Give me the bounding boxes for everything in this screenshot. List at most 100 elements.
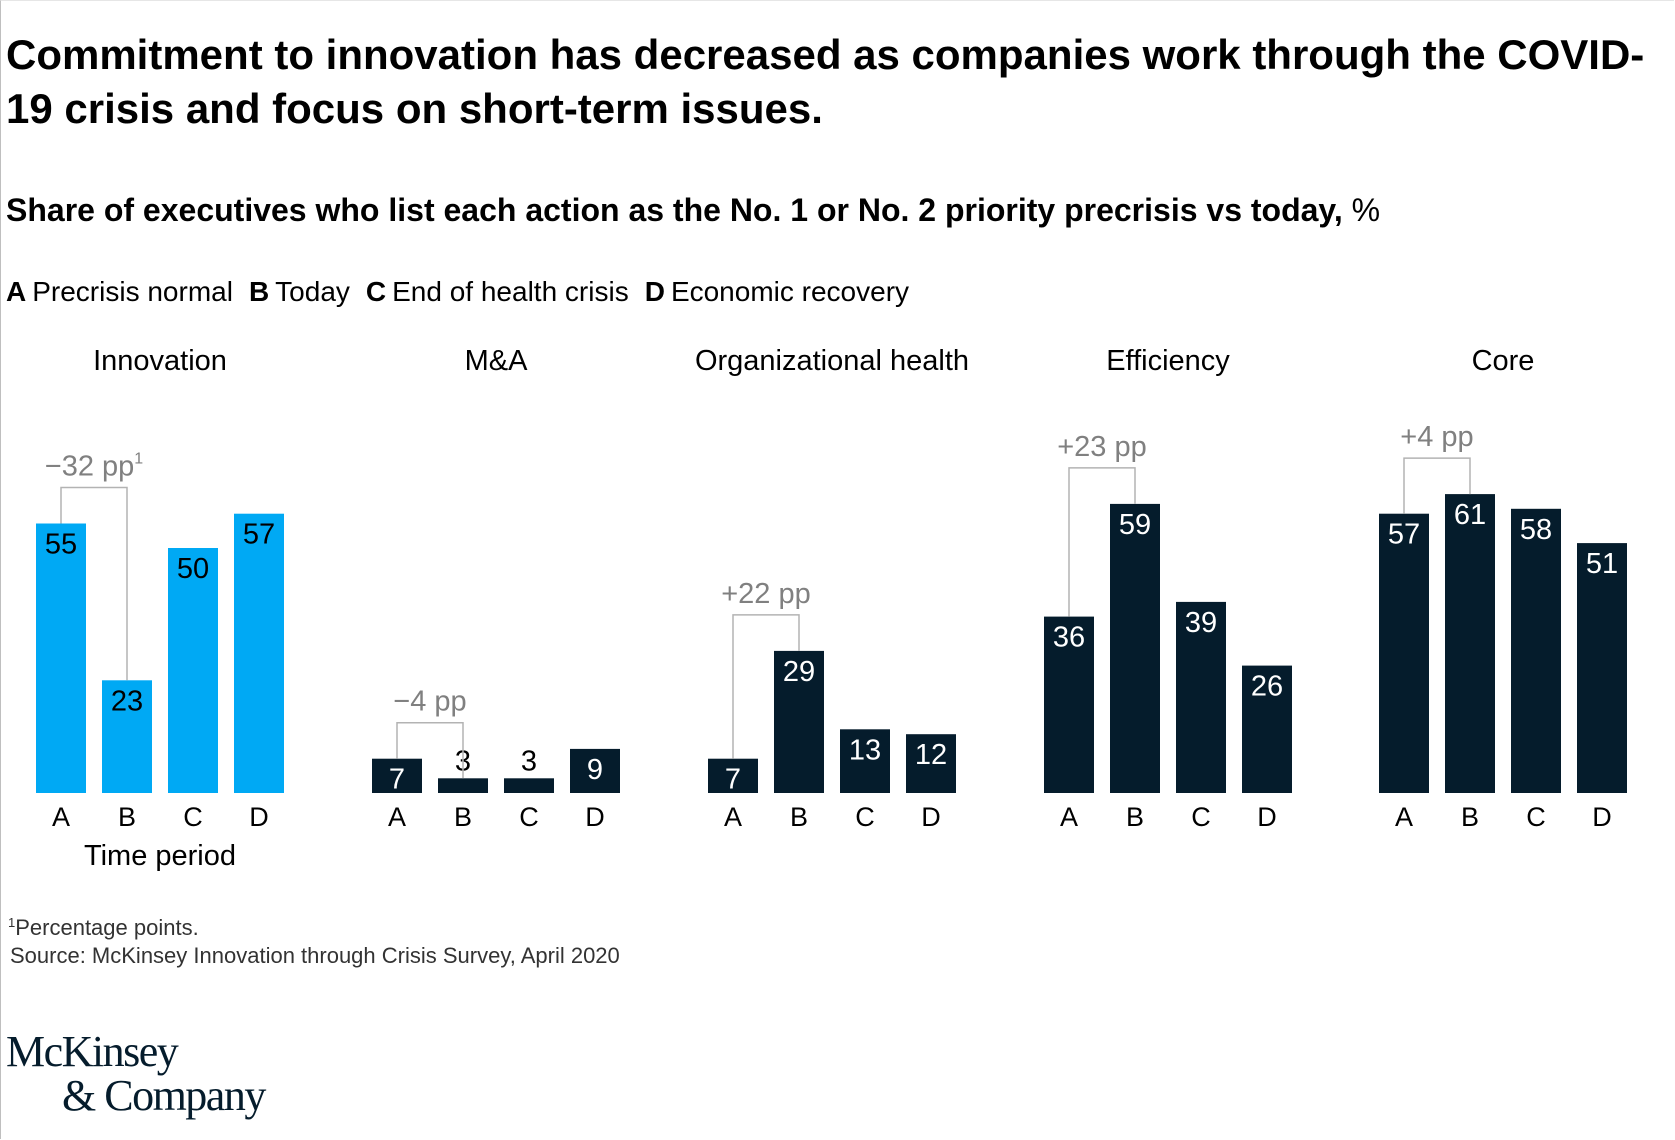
category-label: B	[454, 802, 472, 832]
group-title-innovation: Innovation	[93, 345, 227, 377]
group-title-organizational-health: Organizational health	[695, 345, 969, 377]
value-label: 3	[521, 745, 537, 777]
subtitle-text: Share of executives who list each action…	[6, 192, 1343, 228]
value-label: 36	[1053, 622, 1085, 654]
category-label: B	[118, 802, 136, 832]
legend-label: Precrisis normal	[32, 276, 233, 307]
value-label: 26	[1251, 671, 1283, 703]
value-label: 59	[1119, 509, 1151, 541]
category-label: A	[1060, 802, 1078, 832]
group-title-core: Core	[1472, 345, 1535, 377]
legend-label: Today	[275, 276, 350, 307]
category-label: A	[724, 802, 742, 832]
legend-item-a: A Precrisis normal	[6, 274, 233, 310]
value-label: 57	[1388, 519, 1420, 551]
bar-core-a	[1379, 513, 1429, 793]
change-bracket-m-a	[396, 721, 464, 779]
change-label-m-a: −4 pp	[393, 686, 466, 718]
category-label: B	[1461, 802, 1479, 832]
category-label: D	[585, 802, 605, 832]
bar-organizational-health-c	[840, 729, 890, 793]
bar-organizational-health-a	[708, 758, 758, 793]
value-label: 61	[1454, 499, 1486, 531]
change-label-efficiency: +23 pp	[1057, 431, 1147, 463]
change-label-core: +4 pp	[1400, 421, 1473, 453]
value-label: 55	[45, 529, 77, 561]
bar-m-a-d	[570, 748, 620, 793]
value-label: 39	[1185, 607, 1217, 639]
category-label: D	[921, 802, 941, 832]
category-label: D	[1592, 802, 1612, 832]
category-label: A	[388, 802, 406, 832]
category-label: C	[855, 802, 875, 832]
legend-key: A	[6, 276, 27, 307]
category-label: C	[183, 802, 203, 832]
value-label: 23	[111, 685, 143, 717]
group-title-m-a: M&A	[465, 345, 529, 377]
value-label: 29	[783, 656, 815, 688]
bar-organizational-health-d	[906, 734, 956, 793]
x-axis-label: Time period	[84, 840, 236, 872]
legend-key: D	[644, 276, 665, 307]
category-label: C	[1191, 802, 1211, 832]
bar-efficiency-c	[1176, 601, 1226, 793]
category-label: C	[519, 802, 539, 832]
chart-subtitle: Share of executives who list each action…	[6, 190, 1380, 230]
source-note: Source: McKinsey Innovation through Cris…	[10, 943, 620, 968]
legend: A Precrisis normal B Today C End of health …	[6, 274, 909, 310]
bar-innovation-a	[36, 523, 86, 793]
logo-line-1: McKinsey	[6, 1027, 179, 1076]
bar-efficiency-b	[1110, 503, 1160, 793]
category-label: D	[249, 802, 269, 832]
legend-item-c: C End of health crisis	[366, 274, 629, 310]
footnote-text: Percentage points.	[15, 915, 199, 940]
legend-label: Economic recovery	[670, 276, 910, 307]
footnote-marker: 1	[8, 915, 16, 930]
bar-core-d	[1577, 543, 1627, 793]
value-label: 58	[1520, 514, 1552, 546]
category-label: B	[1126, 802, 1144, 832]
bar-efficiency-d	[1242, 665, 1292, 793]
bar-m-a-c	[504, 778, 554, 793]
bar-organizational-health-b	[774, 650, 824, 793]
bar-m-a-b	[438, 778, 488, 793]
category-label: D	[1257, 802, 1277, 832]
legend-label: End of health crisis	[392, 276, 629, 307]
legend-key: C	[365, 276, 387, 307]
change-bracket-organizational-health	[732, 614, 800, 759]
bar-innovation-d	[234, 513, 284, 793]
change-bracket-innovation	[60, 486, 128, 681]
change-footnote-marker: 1	[134, 451, 143, 468]
logo-line-2: & Company	[62, 1071, 266, 1120]
bar-core-b	[1445, 494, 1495, 793]
chart-title: Commitment to innovation has decreased a…	[6, 31, 1645, 132]
category-label: A	[1395, 802, 1413, 832]
value-label: 13	[849, 734, 881, 766]
bar-efficiency-a	[1044, 616, 1094, 793]
change-bracket-core	[1403, 457, 1471, 514]
value-label: 57	[243, 519, 275, 551]
legend-item-d: D Economic recovery	[645, 274, 909, 310]
value-label: 7	[389, 764, 405, 796]
value-label: 12	[915, 739, 947, 771]
group-title-efficiency: Efficiency	[1106, 345, 1230, 377]
category-label: B	[790, 802, 808, 832]
category-label: C	[1526, 802, 1546, 832]
value-label: 51	[1586, 548, 1618, 580]
value-label: 50	[177, 553, 209, 585]
mckinsey-logo: McKinsey & Company	[6, 1027, 266, 1120]
change-label-organizational-health: +22 pp	[721, 578, 811, 610]
bar-core-c	[1511, 508, 1561, 793]
change-label-innovation: −32 pp1	[45, 451, 144, 483]
footnote: 1Percentage points.	[8, 914, 199, 942]
change-bracket-efficiency	[1068, 467, 1136, 617]
bar-innovation-b	[102, 680, 152, 793]
legend-item-b: B Today	[249, 274, 350, 310]
value-label: 9	[587, 754, 603, 786]
bar-innovation-c	[168, 548, 218, 793]
category-label: A	[52, 802, 70, 832]
bar-m-a-a	[372, 758, 422, 793]
value-label: 7	[725, 764, 741, 796]
